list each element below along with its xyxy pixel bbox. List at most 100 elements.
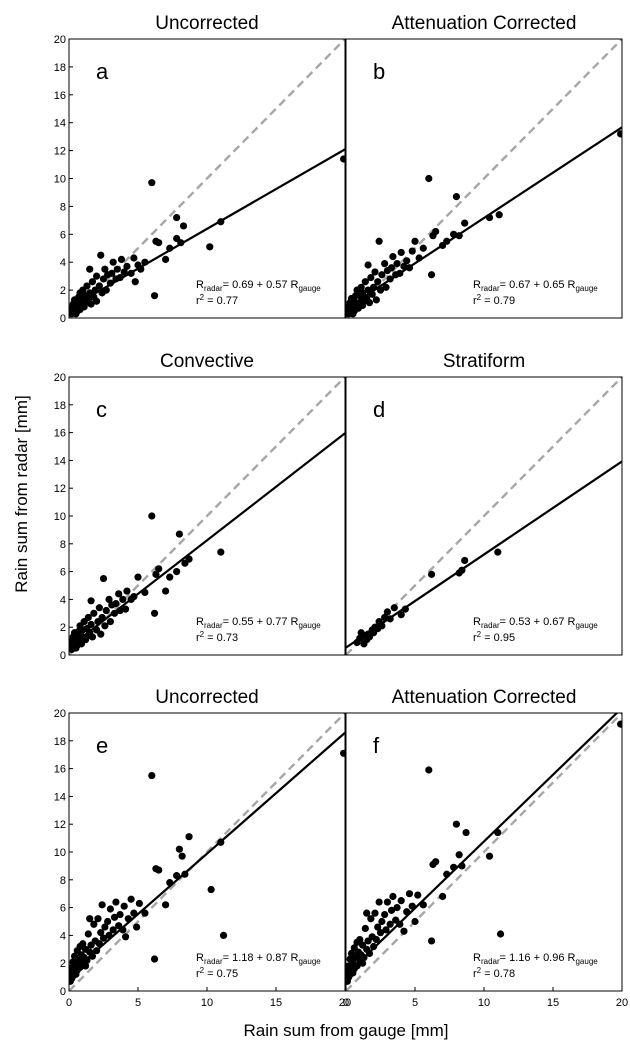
panel-c: 0 2 4 6 8 10 12 14 16 18 20 Convective c Rradar= 0.55…	[54, 351, 346, 662]
data-point	[148, 179, 156, 187]
one-to-one-line	[346, 39, 622, 318]
data-point	[340, 749, 345, 757]
data-point	[179, 222, 188, 230]
regression-line	[346, 460, 622, 649]
data-point	[367, 273, 375, 282]
y-tick-label: 16	[54, 428, 66, 440]
data-point	[397, 897, 405, 905]
data-point	[102, 606, 110, 615]
y-tick-label: 12	[54, 819, 66, 831]
data-point	[123, 262, 131, 270]
data-point	[411, 917, 419, 926]
data-point	[461, 556, 469, 565]
data-point	[117, 255, 126, 264]
y-tick-label: 20	[54, 708, 66, 720]
data-point	[173, 213, 181, 222]
data-point	[121, 933, 130, 941]
data-point	[370, 942, 378, 951]
one-to-one-line	[69, 377, 345, 655]
panel-b: Attenuation Corrected b Rradar= 0.67 + 0.6…	[345, 13, 623, 319]
data-point	[175, 530, 183, 538]
regression-line	[346, 713, 619, 976]
data-point	[390, 604, 398, 612]
data-point	[120, 268, 128, 276]
panel-title: Attenuation Corrected	[392, 13, 577, 34]
data-point	[340, 155, 345, 163]
panel-letter: f	[373, 733, 380, 758]
data-point	[382, 283, 390, 291]
data-point	[134, 573, 142, 581]
r-squared: r2 = 0.77	[196, 293, 238, 307]
data-point	[83, 282, 91, 290]
data-point	[101, 923, 109, 931]
data-point	[381, 910, 389, 919]
y-tick-label: 14	[54, 118, 66, 130]
y-tick-label: 4	[60, 594, 66, 606]
data-point	[617, 720, 622, 728]
y-tick-label: 12	[54, 483, 66, 495]
data-point	[97, 251, 105, 259]
data-point	[374, 923, 382, 931]
data-point	[101, 622, 109, 630]
panel-letter: d	[373, 397, 385, 422]
data-point	[87, 620, 95, 629]
data-point	[185, 555, 193, 563]
data-point	[365, 299, 374, 307]
data-point	[376, 929, 385, 937]
r-squared: r2 = 0.73	[196, 630, 238, 644]
panel-title: Uncorrected	[155, 687, 259, 708]
data-point	[81, 962, 90, 970]
data-point	[95, 604, 103, 612]
panel-letter: c	[96, 397, 107, 422]
data-point	[135, 899, 143, 908]
data-point	[432, 858, 440, 866]
x-tick-label: 10	[201, 997, 213, 1009]
one-to-one-line	[69, 713, 345, 991]
data-point	[383, 898, 391, 906]
data-point	[178, 852, 186, 860]
y-tick-label: 10	[54, 847, 66, 859]
panel-frame	[345, 38, 623, 319]
data-point	[425, 174, 433, 183]
regression-line	[69, 731, 345, 976]
data-point	[378, 917, 386, 926]
y-tick-label: 16	[54, 90, 66, 102]
y-tick-label: 8	[60, 875, 66, 887]
y-tick-label: 6	[60, 567, 66, 579]
data-point	[94, 915, 102, 923]
data-point	[358, 289, 367, 297]
data-point	[375, 237, 383, 245]
data-point	[112, 599, 120, 608]
y-tick-label: 12	[54, 146, 66, 158]
regression-equation: Rradar= 0.67 + 0.65 Rgauge	[473, 279, 598, 293]
plot-area	[346, 713, 622, 991]
y-tick-label: 14	[54, 791, 66, 803]
data-point	[367, 915, 375, 923]
regression-equation: Rradar= 0.55 + 0.77 Rgauge	[196, 616, 321, 630]
data-point	[148, 512, 156, 520]
data-point	[99, 574, 108, 583]
y-tick-label: 16	[54, 764, 66, 776]
data-point	[381, 259, 389, 268]
y-tick-label: 10	[54, 174, 66, 186]
data-point	[397, 248, 405, 257]
x-tick-label: 15	[270, 997, 282, 1009]
data-point	[439, 892, 447, 901]
panel-letter: a	[96, 59, 109, 84]
data-point	[98, 901, 106, 909]
y-tick-label: 6	[60, 229, 66, 241]
panel-frame	[345, 376, 623, 656]
data-point	[120, 902, 128, 910]
plot-area	[69, 39, 345, 318]
y-tick-label: 4	[60, 930, 66, 942]
data-point	[185, 833, 193, 841]
data-point	[419, 244, 427, 252]
data-point	[432, 227, 440, 236]
data-point	[411, 237, 419, 245]
data-point	[427, 570, 436, 578]
data-point	[361, 278, 369, 286]
data-point	[206, 243, 214, 251]
data-point	[485, 852, 494, 860]
